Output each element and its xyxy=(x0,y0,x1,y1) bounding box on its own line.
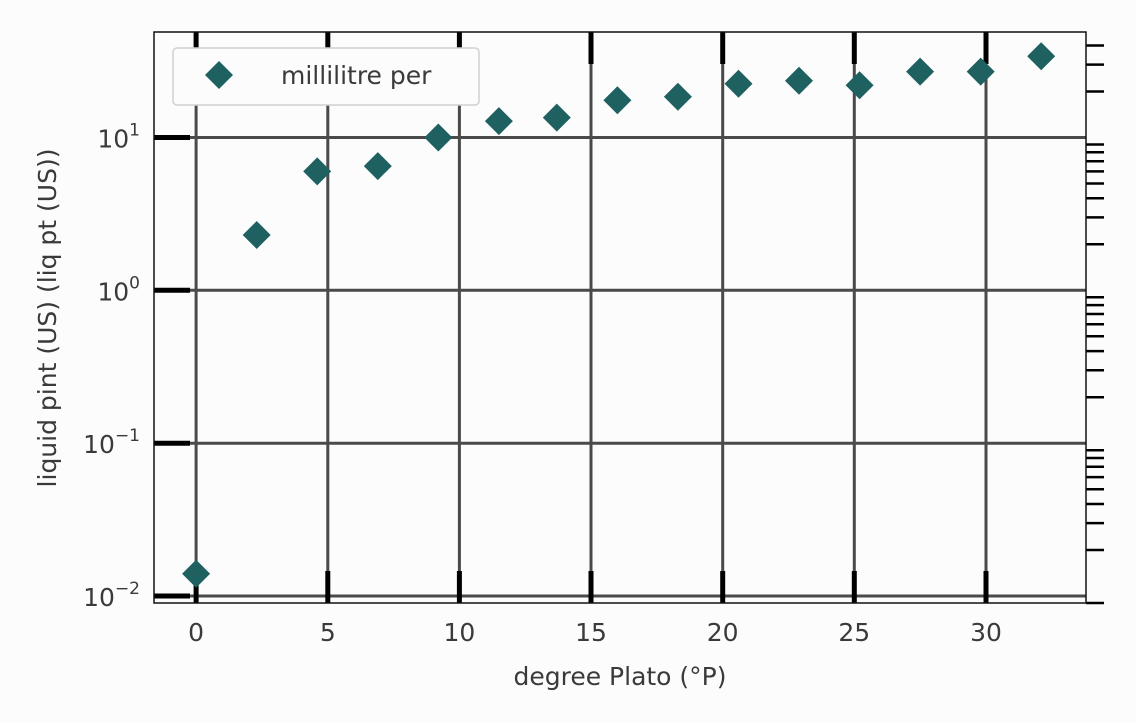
data-point xyxy=(303,157,332,186)
data-point xyxy=(182,559,211,588)
axis-ticks xyxy=(154,32,989,603)
x-tick-label: 30 xyxy=(970,618,1002,647)
legend-label: millilitre per xyxy=(281,61,432,90)
legend-marker-diamond xyxy=(205,61,233,89)
x-tick-labels: 0 5 10 15 20 25 30 xyxy=(188,618,1002,647)
x-axis-label: degree Plato (°P) xyxy=(513,662,726,691)
grid-lines xyxy=(154,32,1086,603)
x-tick-label: 10 xyxy=(443,618,475,647)
data-point xyxy=(542,103,571,132)
data-point xyxy=(603,86,632,115)
data-point xyxy=(724,69,753,98)
legend-box xyxy=(172,47,480,106)
x-tick-label: 5 xyxy=(320,618,336,647)
data-point xyxy=(785,66,813,95)
x-tick-label: 25 xyxy=(838,618,870,647)
data-point xyxy=(242,221,271,249)
data-point xyxy=(424,123,453,152)
data-point xyxy=(906,57,935,86)
data-point xyxy=(363,152,392,181)
x-tick-label: 0 xyxy=(188,618,204,647)
y-tick-label: 100 xyxy=(97,273,140,306)
x-tick-label: 15 xyxy=(575,618,607,647)
data-point xyxy=(966,57,995,86)
right-minor-ticks xyxy=(1086,44,1104,605)
data-points xyxy=(182,42,1056,588)
data-point xyxy=(484,107,513,136)
y-tick-label: 101 xyxy=(97,121,140,154)
legend: millilitre per xyxy=(172,47,480,106)
y-axis-label: liquid pint (US) (liq pt (US)) xyxy=(33,149,62,488)
x-tick-label: 20 xyxy=(707,618,739,647)
data-point xyxy=(1027,42,1056,71)
data-point xyxy=(845,71,874,100)
plot-frame xyxy=(153,31,1087,604)
y-tick-label: 10−2 xyxy=(83,579,140,612)
y-tick-label: 10−1 xyxy=(83,426,140,459)
data-point xyxy=(663,82,692,111)
y-tick-labels: 10−2 10−1 100 101 xyxy=(83,121,140,613)
